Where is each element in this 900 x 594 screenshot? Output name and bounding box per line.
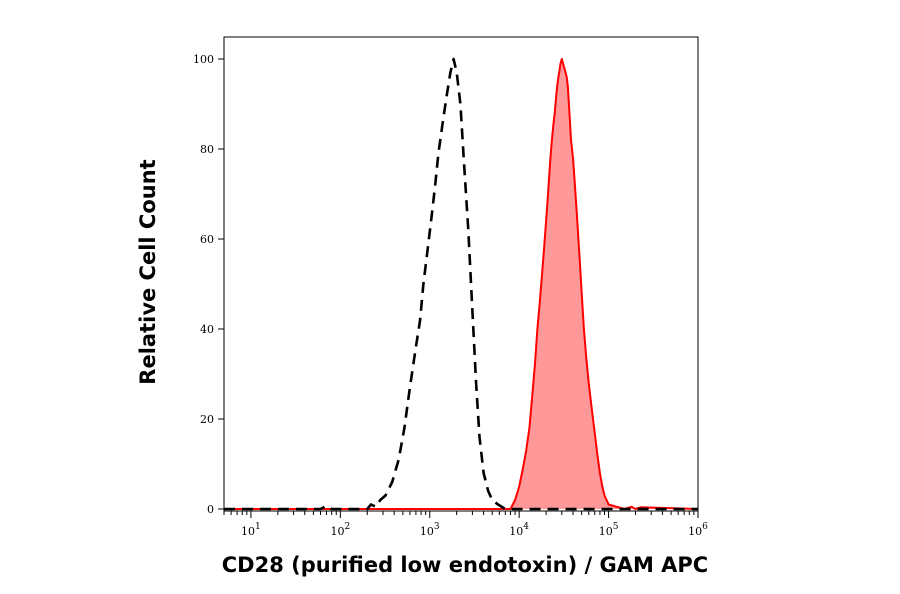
x-tick-label: 102 xyxy=(330,522,350,538)
y-tick-label: 80 xyxy=(200,143,214,156)
plot-frame xyxy=(223,36,699,512)
y-tick-label: 40 xyxy=(200,323,214,336)
y-axis-title: Relative Cell Count xyxy=(136,159,160,384)
x-axis-ticks: 101 102 103 104 105 106 xyxy=(223,511,708,538)
x-tick-label: 106 xyxy=(688,522,708,538)
series-fill-solid xyxy=(224,59,698,509)
x-tick-label: 104 xyxy=(509,522,529,538)
y-tick-label: 100 xyxy=(193,53,214,66)
y-tick-label: 60 xyxy=(200,233,214,246)
y-tick-label: 0 xyxy=(207,503,214,516)
y-tick-label: 20 xyxy=(200,413,214,426)
x-tick-label: 105 xyxy=(599,522,619,538)
x-axis-title: CD28 (purified low endotoxin) / GAM APC xyxy=(222,553,708,577)
series-layer xyxy=(224,57,699,511)
series-line-solid xyxy=(224,58,699,510)
y-axis-ticks: 0 20 40 60 80 100 xyxy=(193,53,224,516)
x-tick-label: 103 xyxy=(420,522,440,538)
x-tick-label: 101 xyxy=(241,522,261,538)
